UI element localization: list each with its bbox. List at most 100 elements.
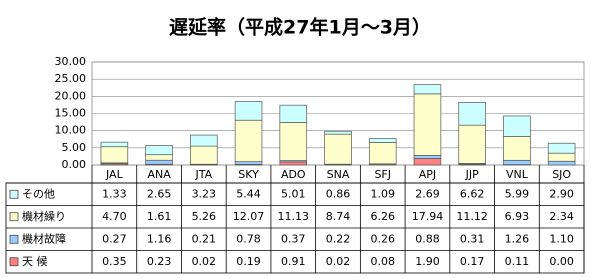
table-value: 11.12 — [456, 210, 488, 223]
table-value: 5.44 — [236, 187, 261, 200]
bar-segment — [100, 141, 129, 148]
table-value: 4.70 — [102, 210, 127, 223]
legend-label: 機材繰り — [22, 209, 66, 223]
table-value: 0.11 — [505, 255, 530, 268]
table-value: 6.93 — [505, 210, 530, 223]
bar-segment — [100, 146, 129, 164]
table-value: 1.16 — [147, 232, 172, 245]
table-value: 2.69 — [415, 187, 440, 200]
bar-segment — [234, 161, 263, 165]
bar-segment — [547, 152, 576, 162]
bar-segment — [279, 104, 308, 123]
table-value: 8.74 — [326, 210, 351, 223]
table-value: 2.90 — [549, 187, 574, 200]
table-value: 2.65 — [147, 187, 172, 200]
table-value: 3.23 — [192, 187, 217, 200]
bar-segment — [547, 160, 576, 166]
table-value: 6.62 — [460, 187, 485, 200]
bar-segment — [368, 138, 397, 143]
table-value: 0.22 — [326, 232, 351, 245]
table-value: 1.33 — [102, 187, 127, 200]
table-value: 6.26 — [370, 210, 395, 223]
bar-segment — [503, 136, 531, 161]
y-tick-label: 20.00 — [55, 89, 87, 102]
table-value: 1.10 — [549, 232, 574, 245]
bar-segment — [503, 115, 531, 137]
bar-segment — [368, 141, 397, 165]
x-tick-label: JTA — [194, 168, 212, 181]
bar-segment — [279, 122, 308, 161]
table-value: 5.99 — [505, 187, 530, 200]
bar-segment — [234, 119, 263, 163]
table-value: 0.91 — [281, 255, 306, 268]
y-tick-label: 5.00 — [62, 141, 87, 154]
table-value: 0.86 — [326, 187, 351, 200]
table-value: 0.23 — [147, 255, 172, 268]
bar-segment — [503, 159, 531, 165]
bar-segment — [458, 102, 486, 126]
bar-segment — [413, 158, 442, 166]
y-tick-label: 15.00 — [55, 107, 87, 120]
bar-segment — [413, 84, 442, 95]
table-value: 0.35 — [102, 255, 127, 268]
bar-segment — [324, 133, 352, 165]
x-tick-label: SFJ — [374, 168, 391, 181]
x-tick-label: ANA — [147, 168, 171, 181]
bar-segment — [190, 134, 218, 147]
table-value: 17.94 — [412, 210, 444, 223]
table-value: 1.61 — [147, 210, 172, 223]
bar-segment — [145, 154, 173, 161]
table-value: 5.01 — [281, 187, 306, 200]
table-value: 1.09 — [370, 187, 395, 200]
table-value: 12.07 — [233, 210, 265, 223]
table-value: 1.26 — [505, 232, 530, 245]
table-value: 0.37 — [281, 232, 306, 245]
bar-segment — [413, 93, 442, 156]
x-tick-label: SJO — [552, 168, 571, 181]
x-tick-label: SNA — [327, 168, 350, 181]
x-tick-label: VNL — [506, 168, 529, 181]
table-value: 0.88 — [415, 232, 440, 245]
chart-title: 遅延率（平成27年1月～3月） — [169, 16, 431, 39]
legend-swatch — [9, 257, 19, 267]
legend-swatch — [9, 234, 19, 244]
table-value: 0.08 — [370, 255, 395, 268]
x-tick-label: APJ — [419, 168, 436, 181]
bar-segment — [145, 159, 173, 165]
legend-label: その他 — [22, 187, 55, 200]
bar-segment — [413, 155, 442, 159]
legend-swatch — [9, 189, 19, 199]
table-value: 1.90 — [415, 255, 440, 268]
table-value: 11.13 — [278, 210, 310, 223]
bar-segment — [547, 142, 576, 154]
table-value: 0.26 — [370, 232, 395, 245]
table-value: 0.27 — [102, 232, 127, 245]
y-tick-label: 25.00 — [55, 72, 87, 85]
y-tick-label: 0.00 — [62, 158, 87, 171]
bar-segment — [279, 161, 308, 166]
x-tick-label: ADO — [281, 168, 306, 181]
table-value: 2.34 — [549, 210, 574, 223]
bar-segment — [145, 145, 173, 156]
y-tick-label: 30.00 — [55, 55, 87, 68]
table-value: 0.21 — [192, 232, 217, 245]
bar-segment — [458, 124, 486, 164]
bar-segment — [190, 145, 218, 165]
bar-segment — [324, 130, 352, 135]
table-value: 0.78 — [236, 232, 261, 245]
x-tick-label: JJP — [465, 168, 479, 181]
table-value: 0.02 — [326, 255, 351, 268]
table-value: 0.19 — [236, 255, 261, 268]
table-value: 0.00 — [549, 255, 574, 268]
table-value: 0.02 — [192, 255, 217, 268]
table-value: 0.17 — [460, 255, 485, 268]
y-tick-label: 10.00 — [55, 124, 87, 137]
table-value: 5.26 — [192, 210, 217, 223]
x-tick-label: JAL — [105, 168, 124, 181]
bar-segment — [234, 101, 263, 121]
legend-label: 天 候 — [22, 254, 48, 268]
x-tick-label: SKY — [238, 168, 259, 181]
table-value: 0.31 — [460, 232, 485, 245]
legend-swatch — [9, 212, 19, 222]
